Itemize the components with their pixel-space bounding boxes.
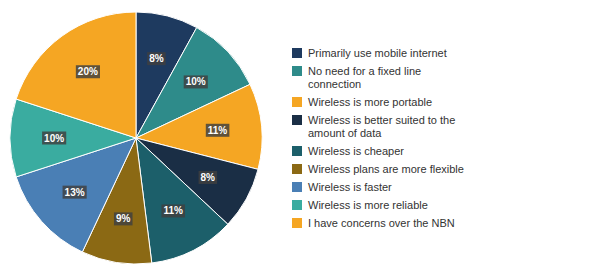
data-label-group: 11% — [161, 204, 185, 217]
legend-item: I have concerns over the NBN — [292, 217, 455, 229]
legend-swatch — [292, 48, 302, 58]
slice — [16, 12, 136, 138]
data-label-bg — [161, 204, 185, 217]
legend-item: Wireless plans are more flexible — [292, 163, 464, 175]
data-labels: 8% 10% 11% 8% 11% 9% 13% 10% 20% — [42, 52, 229, 225]
data-label-bg — [76, 65, 100, 78]
legend-label: Primarily use mobile internet — [308, 47, 447, 59]
pie — [10, 12, 262, 264]
data-label: 11% — [208, 125, 228, 136]
legend-swatch — [292, 115, 302, 125]
data-label-bg — [184, 75, 208, 88]
legend-item: Primarily use mobile internet — [292, 47, 447, 59]
data-label-group: 10% — [184, 75, 208, 88]
data-label-group: 8% — [199, 171, 218, 184]
data-label-bg — [42, 132, 66, 145]
legend-swatch — [292, 66, 302, 76]
data-label: 20% — [78, 66, 98, 77]
legend-item: Wireless is cheaper — [292, 145, 404, 157]
data-label: 11% — [163, 205, 183, 216]
data-label: 9% — [116, 213, 131, 224]
data-label-bg — [114, 212, 133, 225]
data-label-group: 10% — [42, 132, 66, 145]
data-label: 10% — [44, 133, 64, 144]
legend-swatch — [292, 146, 302, 156]
legend-label: Wireless is faster — [308, 181, 392, 193]
chart: 8% 10% 11% 8% 11% 9% 13% 10% 20% Primarily use mo… — [0, 0, 606, 276]
data-label: 10% — [186, 76, 206, 87]
data-label-group: 20% — [76, 65, 100, 78]
legend-label: Wireless is better suited to theamount o… — [308, 114, 455, 139]
data-label-bg — [63, 186, 87, 199]
legend-swatch — [292, 182, 302, 192]
legend-swatch — [292, 164, 302, 174]
data-label-group: 13% — [63, 186, 87, 199]
legend-item: Wireless is faster — [292, 181, 392, 193]
legend-label: I have concerns over the NBN — [308, 217, 455, 229]
legend-label: Wireless is more portable — [308, 96, 432, 108]
legend-item: Wireless is more portable — [292, 96, 432, 108]
legend-label: No need for a fixed lineconnection — [308, 65, 421, 90]
data-label-group: 9% — [114, 212, 133, 225]
legend-swatch — [292, 200, 302, 210]
legend-item: No need for a fixed lineconnection — [292, 65, 421, 90]
legend: Primarily use mobile internet No need for… — [292, 47, 464, 229]
legend-label: Wireless is cheaper — [308, 145, 404, 157]
legend-label: Wireless is more reliable — [308, 199, 428, 211]
data-label-bg — [199, 171, 218, 184]
data-label: 8% — [201, 172, 216, 183]
data-label-group: 11% — [206, 124, 230, 137]
legend-item: Wireless is more reliable — [292, 199, 428, 211]
legend-label: Wireless plans are more flexible — [308, 163, 464, 175]
data-label-bg — [206, 124, 230, 137]
legend-item: Wireless is better suited to theamount o… — [292, 114, 455, 139]
data-label-group: 8% — [147, 52, 166, 65]
legend-swatch — [292, 97, 302, 107]
data-label: 8% — [149, 53, 164, 64]
data-label-bg — [147, 52, 166, 65]
data-label: 13% — [65, 187, 85, 198]
legend-swatch — [292, 218, 302, 228]
